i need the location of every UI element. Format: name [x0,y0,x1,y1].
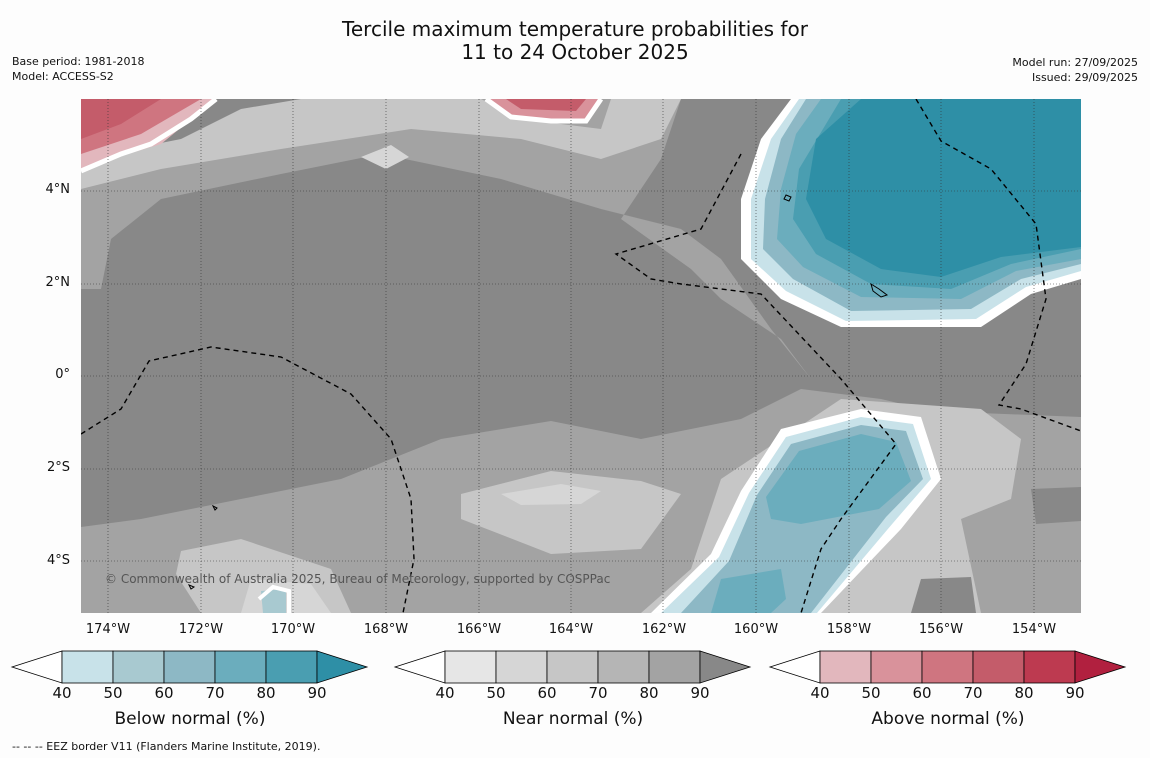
legend-tick-label: 90 [307,684,327,702]
lat-label-2s: 2°S [46,460,70,475]
near-normal-60-north-blob [361,145,409,169]
base-period: Base period: 1981-2018 [12,55,145,68]
legend-tick-label: 80 [256,684,276,702]
legend-swatch [597,650,650,684]
legend-swatch [972,650,1025,684]
near-normal-60-south [501,484,601,505]
legend-extend-low [768,650,821,684]
legend-tick-label: 50 [861,684,881,702]
legend-tick-label: 40 [435,684,455,702]
legend-below-normal [10,650,369,684]
above-normal-northwest-70 [81,99,161,139]
model-run: Model run: 27/09/2025 [1012,56,1138,69]
chart-title: Tercile maximum temperature probabilitie… [0,18,1150,64]
legend-extend-high [699,650,752,684]
islands [187,194,889,590]
legend-tick-label: 70 [205,684,225,702]
near-normal-90-southeast [1031,487,1081,524]
lon-label-164w: 164°W [548,622,594,637]
below-normal-southwest-blob [261,589,286,613]
legend-swatch [444,650,497,684]
lon-label-158w: 158°W [826,622,872,637]
legend-swatch [112,650,165,684]
legend-tick-label: 40 [52,684,72,702]
legend-swatch [819,650,872,684]
legend-tick-label: 90 [1065,684,1085,702]
title-line-2: 11 to 24 October 2025 [461,40,689,64]
legend-extend-low [10,650,63,684]
legend-swatch [163,650,216,684]
above-normal-white-edge [81,99,218,174]
legend-tick-label: 50 [486,684,506,702]
below-normal-northeast-90 [806,99,1081,277]
lon-label-166w: 166°W [456,622,502,637]
copyright-text: © Commonwealth of Australia 2025, Bureau… [105,572,611,586]
lat-label-4s: 4°S [46,553,70,568]
lon-label-174w: 174°W [85,622,131,637]
legend-swatch [265,650,318,684]
legend-tick-label: 50 [103,684,123,702]
model-name: Model: ACCESS-S2 [12,70,114,83]
below-normal-southeast-70 [766,434,911,524]
legend-swatch [61,650,114,684]
legend-title-above: Above normal (%) [871,709,1025,729]
near-normal-90-southeast-2 [911,577,976,613]
eez-footnote: -- -- -- EEZ border V11 (Flanders Marine… [12,740,321,753]
near-normal-80-north [81,99,811,379]
legend-extend-high [1074,650,1127,684]
title-line-1: Tercile maximum temperature probabilitie… [342,17,808,41]
legend-swatch [495,650,548,684]
lon-label-168w: 168°W [363,622,409,637]
lon-label-162w: 162°W [641,622,687,637]
legend-tick-label: 80 [1014,684,1034,702]
below-normal-southeast-blob [711,569,786,613]
above-normal-north-central-70 [506,99,586,111]
legend-extend-high [316,650,369,684]
legend-swatch [1023,650,1076,684]
eez-borders [81,99,1081,613]
legend-near-normal [393,650,752,684]
legend-swatch [921,650,974,684]
issued-date: Issued: 29/09/2025 [1031,71,1138,84]
legend-tick-label: 60 [154,684,174,702]
lat-label-4n: 4°N [45,182,71,197]
legend-tick-label: 70 [963,684,983,702]
legend-tick-label: 90 [690,684,710,702]
legend-swatch [546,650,599,684]
lon-label-156w: 156°W [918,622,964,637]
lon-label-172w: 172°W [178,622,224,637]
legend-title-near: Near normal (%) [502,709,644,729]
legend-swatch [214,650,267,684]
legend-tick-label: 70 [588,684,608,702]
lon-label-160w: 160°W [733,622,779,637]
meta-left: Base period: 1981-2018 Model: ACCESS-S2 [12,54,144,84]
lat-label-2n: 2°N [45,275,71,290]
legend-swatch [870,650,923,684]
legend-swatch [648,650,701,684]
legend-extend-low [393,650,446,684]
lat-label-0: 0° [55,367,70,382]
legend-above-normal [768,650,1127,684]
meta-right: Model run: 27/09/2025 Issued: 29/09/2025 [1012,55,1138,85]
above-normal-north-central-edge [484,99,604,124]
legend-tick-label: 60 [912,684,932,702]
lon-label-170w: 170°W [270,622,316,637]
below-normal-southwest-edge [257,584,291,613]
legend-tick-label: 80 [639,684,659,702]
probability-map[interactable] [81,99,1081,613]
legend-title-below: Below normal (%) [114,709,266,729]
lon-label-154w: 154°W [1011,622,1057,637]
legend-tick-label: 40 [810,684,830,702]
legend-tick-label: 60 [537,684,557,702]
